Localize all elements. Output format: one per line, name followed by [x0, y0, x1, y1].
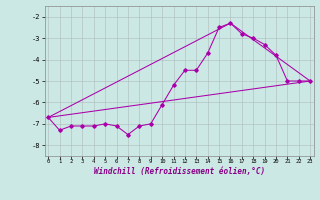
X-axis label: Windchill (Refroidissement éolien,°C): Windchill (Refroidissement éolien,°C)	[94, 167, 265, 176]
